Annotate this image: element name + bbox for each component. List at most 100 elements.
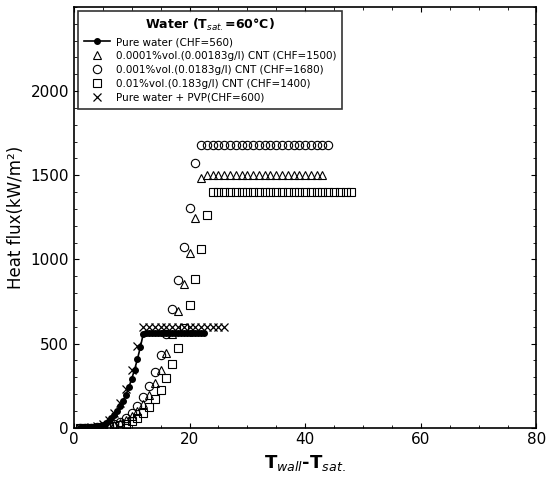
0.001%vol.(0.0183g/l) CNT (CHF=1680): [314, 142, 320, 148]
Pure water + PVP(CHF=600): [221, 324, 227, 330]
0.0001%vol.(0.00183g/l) CNT (CHF=1500): [140, 401, 147, 407]
0.01%vol.(0.183g/l) CNT (CHF=1400): [296, 189, 302, 195]
Pure water (CHF=560): [82, 425, 88, 431]
Pure water (CHF=560): [100, 421, 106, 427]
0.0001%vol.(0.00183g/l) CNT (CHF=1500): [192, 216, 199, 221]
Pure water (CHF=560): [175, 331, 181, 336]
0.01%vol.(0.183g/l) CNT (CHF=1400): [331, 189, 337, 195]
Pure water + PVP(CHF=600): [186, 324, 193, 330]
0.001%vol.(0.0183g/l) CNT (CHF=1680): [123, 415, 129, 421]
Pure water (CHF=560): [178, 331, 184, 336]
0.001%vol.(0.0183g/l) CNT (CHF=1680): [279, 142, 285, 148]
Line: 0.0001%vol.(0.00183g/l) CNT (CHF=1500): 0.0001%vol.(0.00183g/l) CNT (CHF=1500): [75, 171, 327, 432]
Pure water (CHF=560): [119, 398, 126, 404]
Y-axis label: Heat flux(kW/m²): Heat flux(kW/m²): [7, 145, 25, 289]
0.0001%vol.(0.00183g/l) CNT (CHF=1500): [180, 281, 187, 287]
0.001%vol.(0.0183g/l) CNT (CHF=1680): [325, 142, 332, 148]
0.001%vol.(0.0183g/l) CNT (CHF=1680): [157, 352, 164, 358]
0.0001%vol.(0.00183g/l) CNT (CHF=1500): [145, 392, 152, 397]
0.01%vol.(0.183g/l) CNT (CHF=1400): [198, 246, 205, 252]
0.01%vol.(0.183g/l) CNT (CHF=1400): [204, 212, 210, 217]
Pure water (CHF=560): [154, 331, 161, 336]
0.001%vol.(0.0183g/l) CNT (CHF=1680): [192, 160, 199, 166]
Pure water + PVP(CHF=600): [157, 324, 164, 330]
0.001%vol.(0.0183g/l) CNT (CHF=1680): [163, 331, 170, 337]
0.01%vol.(0.183g/l) CNT (CHF=1400): [273, 189, 280, 195]
0.01%vol.(0.183g/l) CNT (CHF=1400): [123, 420, 129, 426]
Pure water (CHF=560): [169, 331, 175, 336]
0.0001%vol.(0.00183g/l) CNT (CHF=1500): [232, 172, 239, 178]
0.01%vol.(0.183g/l) CNT (CHF=1400): [279, 189, 285, 195]
Pure water + PVP(CHF=600): [88, 424, 95, 430]
0.0001%vol.(0.00183g/l) CNT (CHF=1500): [307, 172, 314, 178]
0.01%vol.(0.183g/l) CNT (CHF=1400): [163, 375, 170, 381]
X-axis label: T$_{wall}$-T$_{sat.}$: T$_{wall}$-T$_{sat.}$: [264, 453, 346, 473]
0.01%vol.(0.183g/l) CNT (CHF=1400): [128, 418, 135, 424]
0.001%vol.(0.0183g/l) CNT (CHF=1680): [88, 425, 95, 431]
Pure water + PVP(CHF=600): [134, 344, 141, 349]
0.01%vol.(0.183g/l) CNT (CHF=1400): [262, 189, 268, 195]
0.0001%vol.(0.00183g/l) CNT (CHF=1500): [284, 172, 291, 178]
Pure water (CHF=560): [183, 331, 190, 336]
0.0001%vol.(0.00183g/l) CNT (CHF=1500): [134, 408, 141, 414]
Pure water + PVP(CHF=600): [128, 367, 135, 373]
Pure water (CHF=560): [93, 424, 100, 430]
0.01%vol.(0.183g/l) CNT (CHF=1400): [319, 189, 326, 195]
0.001%vol.(0.0183g/l) CNT (CHF=1680): [255, 142, 262, 148]
0.0001%vol.(0.00183g/l) CNT (CHF=1500): [290, 172, 297, 178]
Pure water + PVP(CHF=600): [192, 324, 199, 330]
0.0001%vol.(0.00183g/l) CNT (CHF=1500): [93, 425, 100, 431]
0.0001%vol.(0.00183g/l) CNT (CHF=1500): [100, 424, 106, 430]
0.01%vol.(0.183g/l) CNT (CHF=1400): [152, 396, 158, 402]
0.01%vol.(0.183g/l) CNT (CHF=1400): [140, 410, 147, 416]
Pure water + PVP(CHF=600): [140, 324, 147, 330]
Pure water + PVP(CHF=600): [204, 324, 210, 330]
Line: 0.01%vol.(0.183g/l) CNT (CHF=1400): 0.01%vol.(0.183g/l) CNT (CHF=1400): [75, 188, 356, 432]
0.001%vol.(0.0183g/l) CNT (CHF=1680): [128, 410, 135, 416]
0.0001%vol.(0.00183g/l) CNT (CHF=1500): [302, 172, 309, 178]
0.0001%vol.(0.00183g/l) CNT (CHF=1500): [152, 381, 158, 386]
0.0001%vol.(0.00183g/l) CNT (CHF=1500): [105, 423, 112, 429]
Pure water + PVP(CHF=600): [180, 324, 187, 330]
0.001%vol.(0.0183g/l) CNT (CHF=1680): [290, 142, 297, 148]
Pure water (CHF=560): [198, 331, 205, 336]
0.0001%vol.(0.00183g/l) CNT (CHF=1500): [76, 425, 83, 431]
0.0001%vol.(0.00183g/l) CNT (CHF=1500): [210, 172, 216, 178]
0.001%vol.(0.0183g/l) CNT (CHF=1680): [262, 142, 268, 148]
0.01%vol.(0.183g/l) CNT (CHF=1400): [255, 189, 262, 195]
0.01%vol.(0.183g/l) CNT (CHF=1400): [76, 425, 83, 431]
0.0001%vol.(0.00183g/l) CNT (CHF=1500): [267, 172, 274, 178]
0.0001%vol.(0.00183g/l) CNT (CHF=1500): [215, 172, 222, 178]
Pure water (CHF=560): [91, 424, 97, 430]
0.01%vol.(0.183g/l) CNT (CHF=1400): [169, 361, 175, 367]
0.001%vol.(0.0183g/l) CNT (CHF=1680): [169, 306, 175, 312]
0.001%vol.(0.0183g/l) CNT (CHF=1680): [296, 142, 302, 148]
Pure water (CHF=560): [160, 331, 167, 336]
Pure water + PVP(CHF=600): [76, 425, 83, 431]
0.0001%vol.(0.00183g/l) CNT (CHF=1500): [273, 172, 280, 178]
0.01%vol.(0.183g/l) CNT (CHF=1400): [342, 189, 349, 195]
0.001%vol.(0.0183g/l) CNT (CHF=1680): [210, 142, 216, 148]
0.001%vol.(0.0183g/l) CNT (CHF=1680): [319, 142, 326, 148]
0.001%vol.(0.0183g/l) CNT (CHF=1680): [180, 244, 187, 250]
0.001%vol.(0.0183g/l) CNT (CHF=1680): [105, 423, 112, 429]
Pure water + PVP(CHF=600): [111, 410, 118, 416]
0.01%vol.(0.183g/l) CNT (CHF=1400): [82, 425, 88, 431]
0.01%vol.(0.183g/l) CNT (CHF=1400): [221, 189, 227, 195]
0.001%vol.(0.0183g/l) CNT (CHF=1680): [232, 142, 239, 148]
0.0001%vol.(0.00183g/l) CNT (CHF=1500): [163, 350, 170, 356]
Pure water + PVP(CHF=600): [215, 324, 222, 330]
0.01%vol.(0.183g/l) CNT (CHF=1400): [93, 425, 100, 431]
Pure water (CHF=560): [180, 331, 187, 336]
Pure water + PVP(CHF=600): [198, 324, 205, 330]
Pure water + PVP(CHF=600): [163, 324, 170, 330]
0.01%vol.(0.183g/l) CNT (CHF=1400): [348, 189, 354, 195]
0.01%vol.(0.183g/l) CNT (CHF=1400): [284, 189, 291, 195]
0.001%vol.(0.0183g/l) CNT (CHF=1680): [307, 142, 314, 148]
0.01%vol.(0.183g/l) CNT (CHF=1400): [210, 189, 216, 195]
0.0001%vol.(0.00183g/l) CNT (CHF=1500): [296, 172, 302, 178]
0.0001%vol.(0.00183g/l) CNT (CHF=1500): [255, 172, 262, 178]
0.001%vol.(0.0183g/l) CNT (CHF=1680): [267, 142, 274, 148]
0.01%vol.(0.183g/l) CNT (CHF=1400): [157, 387, 164, 393]
0.01%vol.(0.183g/l) CNT (CHF=1400): [238, 189, 245, 195]
